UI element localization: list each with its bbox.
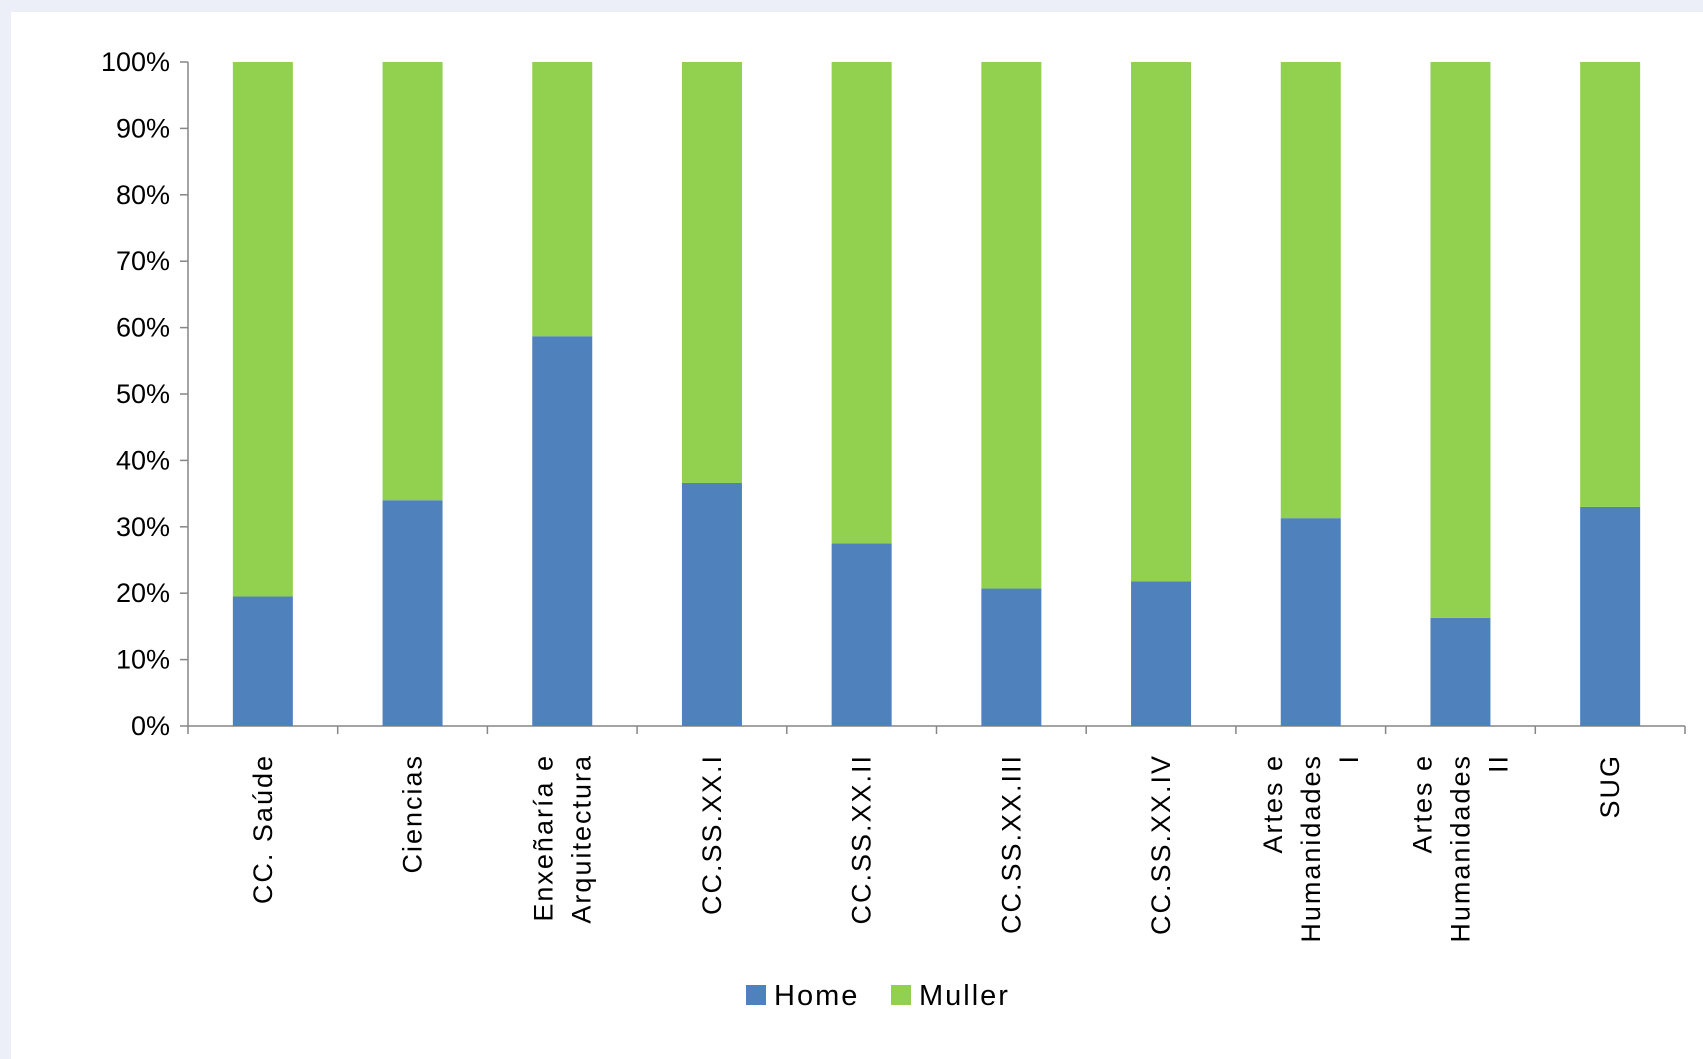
bar-muller [1280, 62, 1341, 519]
chart-panel: 0% 10% 20% 30% 40% 50% 60% 70% 80% 90% 100% CC. Sa… [11, 12, 1703, 1059]
bar-muller [981, 62, 1042, 589]
bar-muller [681, 62, 742, 483]
bar-home [831, 543, 892, 726]
bar-home [681, 482, 742, 726]
x-category-label: CC.SS.XX.II [847, 754, 877, 925]
y-tick-label: 0% [131, 711, 170, 741]
y-tick-label: 80% [116, 180, 170, 210]
x-category-label: Artes e [1407, 754, 1437, 854]
x-category-label: SUG [1595, 754, 1625, 819]
y-tick-label: 40% [116, 445, 170, 475]
bar-home [232, 596, 293, 726]
stacked-bar-chart: 0% 10% 20% 30% 40% 50% 60% 70% 80% 90% 100% CC. Sa… [101, 47, 1686, 1012]
bar-home [1430, 617, 1491, 726]
legend-label-muller: Muller [919, 980, 1010, 1012]
legend-swatch-home [746, 985, 766, 1005]
bar-home [1280, 518, 1341, 726]
y-tick-label: 50% [116, 379, 170, 409]
x-category-label: II [1483, 754, 1513, 773]
bar-muller [831, 62, 892, 544]
y-tick-label: 30% [116, 512, 170, 542]
bar-home [382, 500, 443, 726]
y-axis: 0% 10% 20% 30% 40% 50% 60% 70% 80% 90% 100% [101, 47, 189, 741]
legend-swatch-muller [891, 985, 911, 1005]
x-axis: CC. Saúde Ciencias Enxeñaría e Arquitectura… [187, 725, 1686, 943]
legend-label-home: Home [774, 980, 859, 1012]
x-category-label: Humanidades [1445, 754, 1475, 943]
bar-home [532, 336, 593, 726]
y-tick-label: 60% [116, 313, 170, 343]
x-category-label: CC.SS.XX.I [697, 754, 727, 915]
x-category-label: Ciencias [398, 754, 428, 874]
x-category-label: CC.SS.XX.IV [1146, 754, 1176, 935]
x-category-label: I [1334, 754, 1364, 764]
legend: Home Muller [746, 980, 1010, 1012]
x-category-label: Arquitectura [566, 754, 596, 924]
x-category-label: Humanidades [1296, 754, 1326, 943]
bar-muller [382, 62, 443, 501]
y-tick-label: 90% [116, 113, 170, 143]
bar-home [981, 588, 1042, 726]
x-category-label: Artes e [1258, 754, 1288, 854]
x-category-label: CC. Saúde [248, 754, 278, 904]
bar-home [1131, 581, 1192, 726]
bar-muller [1131, 62, 1192, 582]
y-tick-label: 100% [101, 47, 170, 77]
bar-muller [1430, 62, 1491, 618]
bar-muller [532, 62, 593, 337]
y-tick-label: 10% [116, 645, 170, 675]
bar-muller [232, 62, 293, 597]
x-category-label: CC.SS.XX.III [996, 754, 1026, 934]
bar-muller [1580, 62, 1641, 507]
bars [232, 62, 1641, 726]
y-tick-label: 70% [116, 246, 170, 276]
y-tick-label: 20% [116, 578, 170, 608]
x-category-label: Enxeñaría e [528, 754, 558, 922]
bar-home [1580, 506, 1641, 726]
